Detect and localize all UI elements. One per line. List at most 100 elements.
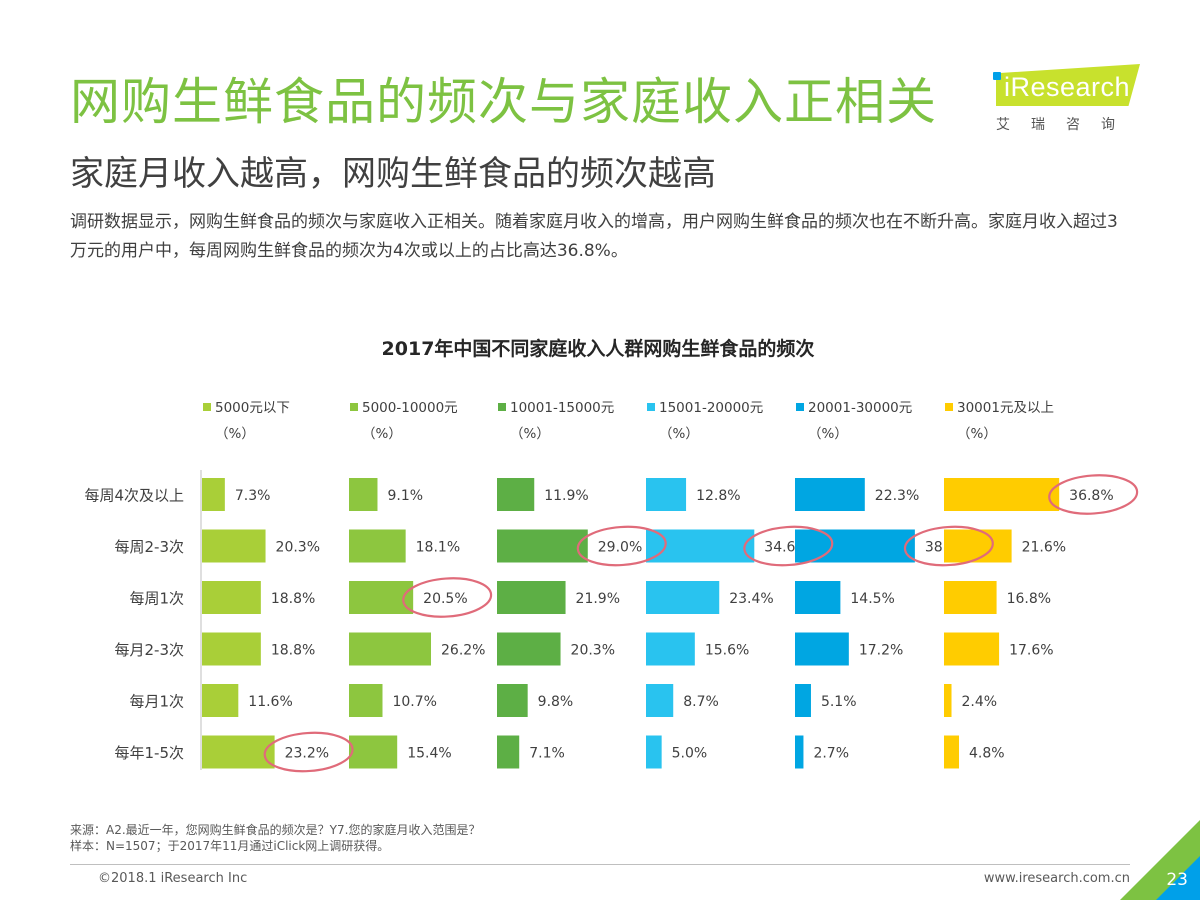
category-label: 每周2-3次	[115, 538, 185, 556]
bar	[944, 529, 1012, 563]
bar	[795, 684, 811, 717]
bar	[944, 478, 1060, 511]
legend-unit: （%）	[808, 426, 848, 442]
highlight-circle	[903, 525, 994, 567]
data-label: 17.6%	[1009, 643, 1053, 659]
highlight-circle	[263, 731, 354, 773]
bar	[497, 684, 528, 717]
legend-unit: （%）	[215, 426, 255, 442]
bar	[349, 632, 432, 666]
bar	[202, 581, 261, 614]
legend-label: 5000元以下	[215, 400, 290, 416]
bar	[795, 581, 841, 614]
bar	[646, 581, 720, 614]
frequency-bar-chart: 2017年中国不同家庭收入人群网购生鲜食品的频次每周4次及以上每周2-3次每周1…	[84, 337, 1139, 773]
data-label: 36.8%	[1069, 488, 1113, 504]
category-label: 每月2-3次	[115, 641, 185, 659]
data-label: 26.2%	[441, 643, 485, 659]
website-link[interactable]: www.iresearch.com.cn	[983, 871, 1130, 886]
data-label: 18.8%	[271, 643, 315, 659]
bar	[497, 735, 520, 769]
page-number: 23	[1166, 870, 1188, 890]
highlight-circle	[576, 525, 667, 567]
legend-swatch	[203, 403, 211, 411]
bar	[795, 478, 865, 511]
data-label: 18.8%	[271, 591, 315, 607]
logo-chinese: 艾瑞咨询	[996, 117, 1136, 133]
legend-unit: （%）	[659, 426, 699, 442]
data-label: 20.5%	[423, 591, 467, 607]
chart-title: 2017年中国不同家庭收入人群网购生鲜食品的频次	[382, 337, 815, 360]
logo-dot-icon	[993, 72, 1001, 80]
highlight-circle	[743, 525, 834, 567]
bar	[202, 632, 261, 666]
bar	[349, 735, 398, 769]
bar	[202, 684, 239, 717]
data-label: 2.4%	[962, 694, 998, 710]
data-label: 9.8%	[538, 694, 574, 710]
legend-unit: （%）	[957, 426, 997, 442]
legend-swatch	[498, 403, 506, 411]
page-subtitle: 家庭月收入越高，网购生鲜食品的频次越高	[70, 154, 716, 194]
data-label: 5.0%	[672, 746, 708, 762]
data-label: 2.7%	[813, 746, 849, 762]
data-label: 23.4%	[729, 591, 773, 607]
data-label: 22.3%	[875, 488, 919, 504]
category-label: 每月1次	[129, 693, 184, 711]
legend-swatch	[350, 403, 358, 411]
legend-swatch	[796, 403, 804, 411]
data-label: 7.1%	[529, 746, 565, 762]
source-note: 来源：A2.最近一年，您网购生鲜食品的频次是？Y7.您的家庭月收入范围是？	[70, 823, 481, 837]
category-label: 每年1-5次	[115, 744, 185, 762]
data-label: 16.8%	[1007, 591, 1051, 607]
legend-unit: （%）	[510, 426, 550, 442]
bar	[497, 478, 535, 511]
data-label: 23.2%	[285, 746, 329, 762]
data-label: 11.9%	[544, 488, 588, 504]
legend-label: 30001元及以上	[957, 400, 1054, 416]
legend-label: 15001-20000元	[659, 400, 763, 416]
bar	[202, 529, 266, 563]
bar	[497, 581, 566, 614]
data-label: 21.9%	[576, 591, 620, 607]
bar	[349, 684, 383, 717]
bar	[944, 735, 960, 769]
data-label: 5.1%	[821, 694, 857, 710]
data-label: 10.7%	[392, 694, 436, 710]
data-label: 4.8%	[969, 746, 1005, 762]
sample-note: 样本：N=1507；于2017年11月通过iClick网上调研获得。	[70, 839, 390, 853]
data-label: 20.3%	[276, 540, 320, 556]
bar	[202, 735, 275, 769]
legend-unit: （%）	[362, 426, 402, 442]
highlight-circle	[402, 577, 493, 618]
iresearch-logo: iResearch 艾瑞咨询	[990, 62, 1140, 137]
data-label: 21.6%	[1022, 540, 1066, 556]
bar	[795, 529, 915, 563]
bar	[202, 478, 225, 511]
bar	[646, 478, 687, 511]
copyright: ©2018.1 iResearch Inc	[98, 871, 248, 886]
bar	[944, 632, 1000, 666]
legend-label: 5000-10000元	[362, 400, 458, 416]
logo-word: iResearch	[1004, 72, 1131, 102]
category-label: 每周4次及以上	[84, 487, 184, 505]
bar	[795, 735, 804, 769]
data-label: 29.0%	[598, 540, 642, 556]
bar	[349, 478, 378, 511]
data-label: 9.1%	[387, 488, 423, 504]
summary-text: 调研数据显示，网购生鲜食品的频次与家庭收入正相关。随着家庭月收入的增高，用户网购…	[70, 212, 1118, 261]
data-label: 11.6%	[248, 694, 292, 710]
data-label: 14.5%	[850, 591, 894, 607]
corner-decoration: 23	[1120, 820, 1200, 900]
bar	[646, 632, 695, 666]
bar	[497, 632, 561, 666]
legend-label: 20001-30000元	[808, 400, 912, 416]
page-title: 网购生鲜食品的频次与家庭收入正相关	[70, 73, 937, 131]
bar	[795, 632, 849, 666]
data-label: 20.3%	[571, 643, 615, 659]
highlight-circle	[1048, 474, 1139, 515]
footer-divider	[70, 864, 1130, 865]
data-label: 7.3%	[235, 488, 271, 504]
bar	[646, 529, 755, 563]
legend-swatch	[647, 403, 655, 411]
